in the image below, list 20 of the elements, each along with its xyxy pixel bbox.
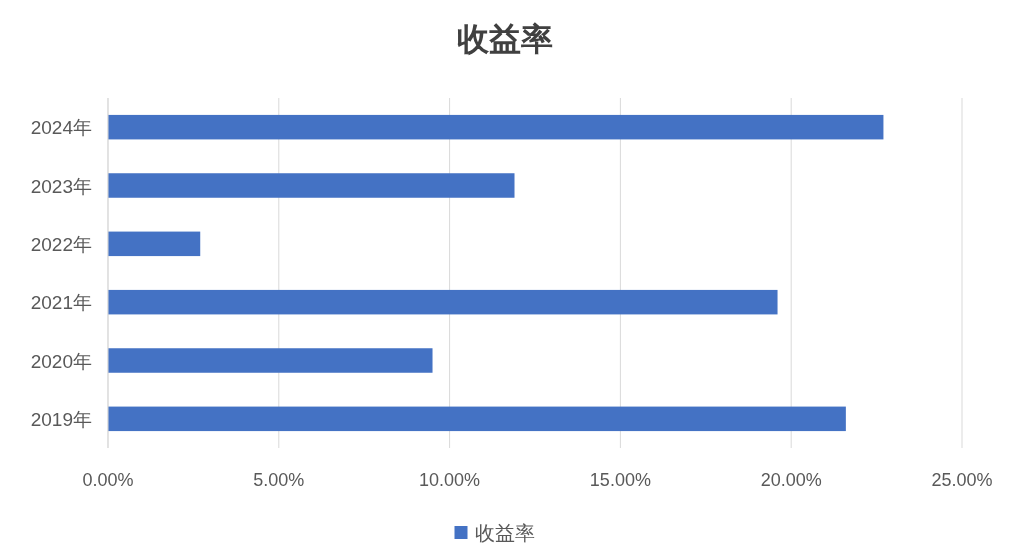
bar xyxy=(108,173,515,198)
bar xyxy=(108,231,201,257)
x-tick-label: 0.00% xyxy=(82,470,134,490)
bar xyxy=(108,289,778,315)
x-tick-label: 25.00% xyxy=(931,470,993,490)
y-tick-label: 2022年 xyxy=(30,233,92,255)
y-tick-label: 2021年 xyxy=(30,292,92,314)
y-tick-label: 2023年 xyxy=(30,175,92,197)
bar xyxy=(108,406,846,432)
y-tick-label: 2020年 xyxy=(30,350,92,372)
x-tick-label: 10.00% xyxy=(419,470,481,490)
y-tick-label: 2024年 xyxy=(30,117,92,139)
y-tick-label: 2019年 xyxy=(30,408,92,430)
chart-title: 收益率 xyxy=(456,21,553,57)
x-tick-label: 5.00% xyxy=(253,470,305,490)
x-tick-label: 20.00% xyxy=(760,470,822,490)
bar xyxy=(108,348,433,373)
x-tick-label: 15.00% xyxy=(589,470,651,490)
bar xyxy=(108,114,884,140)
legend-label: 收益率 xyxy=(474,522,535,544)
